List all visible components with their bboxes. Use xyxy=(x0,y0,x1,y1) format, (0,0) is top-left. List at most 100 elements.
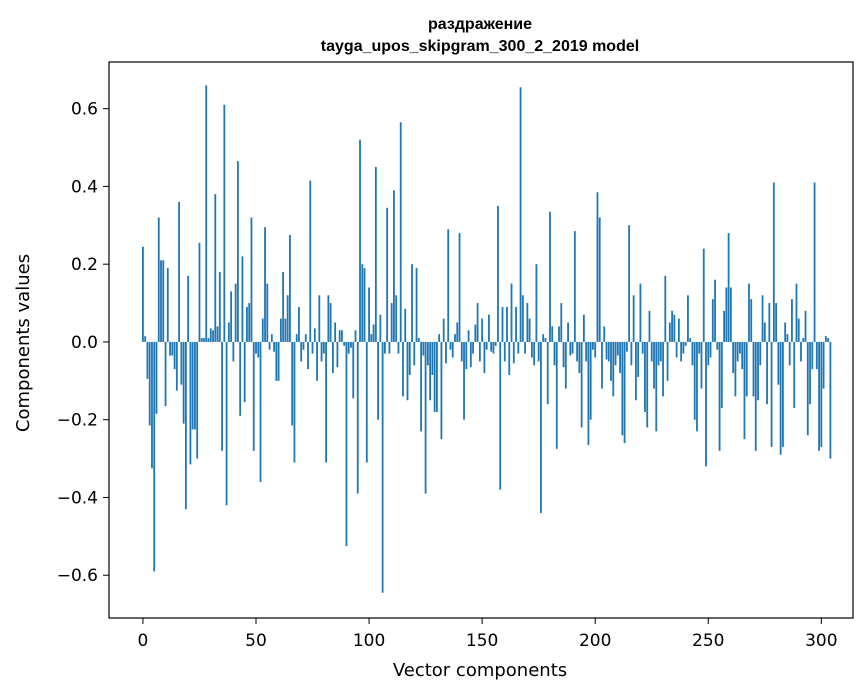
bar-86 xyxy=(336,341,339,368)
bar-177 xyxy=(542,334,545,342)
bar-164 xyxy=(512,341,515,364)
bar-218 xyxy=(635,341,637,401)
bar-63 xyxy=(284,318,287,342)
bar-75 xyxy=(311,341,314,354)
bar-128 xyxy=(431,341,434,375)
bar-187 xyxy=(564,341,567,389)
bar-73 xyxy=(307,341,309,370)
bar-278 xyxy=(770,341,773,447)
bar-129 xyxy=(433,341,436,412)
bar-277 xyxy=(768,303,771,342)
bar-76 xyxy=(313,328,316,342)
bar-159 xyxy=(501,306,504,342)
y-tick-label-0: −0.6 xyxy=(57,566,98,586)
bar-201 xyxy=(596,192,599,342)
bar-115 xyxy=(402,341,404,397)
bar-111 xyxy=(393,190,395,342)
bar-238 xyxy=(680,341,683,362)
bar-185 xyxy=(560,303,563,342)
bar-294 xyxy=(806,341,809,436)
bar-248 xyxy=(702,248,705,342)
bar-180 xyxy=(549,211,551,342)
bar-256 xyxy=(720,341,723,409)
bar-188 xyxy=(567,322,569,342)
bar-56 xyxy=(268,341,271,350)
bar-202 xyxy=(598,217,601,342)
bar-127 xyxy=(429,341,432,401)
bar-212 xyxy=(621,341,624,436)
bar-109 xyxy=(388,341,391,354)
bar-136 xyxy=(449,341,452,350)
bar-198 xyxy=(589,341,592,420)
bar-232 xyxy=(666,341,669,381)
bar-179 xyxy=(546,341,549,405)
bar-158 xyxy=(499,341,502,490)
bar-149 xyxy=(478,341,481,362)
bar-261 xyxy=(732,341,735,374)
bar-280 xyxy=(775,303,778,342)
bar-240 xyxy=(684,341,687,346)
bar-7 xyxy=(157,217,160,342)
bar-29 xyxy=(207,338,210,342)
bar-288 xyxy=(793,341,796,409)
bar-200 xyxy=(594,341,597,358)
bar-80 xyxy=(322,341,325,354)
x-tick-label-100: 100 xyxy=(353,631,385,651)
bar-255 xyxy=(718,341,721,451)
bar-134 xyxy=(445,341,447,364)
bar-284 xyxy=(784,322,787,342)
bar-229 xyxy=(659,341,662,362)
bar-144 xyxy=(467,330,470,342)
bar-249 xyxy=(705,341,707,467)
bar-98 xyxy=(363,268,366,342)
bar-162 xyxy=(508,341,511,375)
bar-245 xyxy=(696,341,698,432)
bar-299 xyxy=(818,341,820,451)
x-tick-label-200: 200 xyxy=(579,631,611,651)
chart-title: раздражение xyxy=(428,16,532,33)
bar-143 xyxy=(465,341,468,370)
bar-273 xyxy=(759,341,762,366)
bar-258 xyxy=(725,287,728,342)
bar-83 xyxy=(329,303,332,342)
bar-244 xyxy=(693,341,696,420)
bar-281 xyxy=(777,341,780,385)
bar-57 xyxy=(270,334,273,342)
bar-1 xyxy=(144,336,147,342)
bar-254 xyxy=(716,341,719,350)
bar-92 xyxy=(350,341,352,348)
x-tick-label-50: 50 xyxy=(245,631,267,651)
bar-207 xyxy=(610,341,612,381)
bar-15 xyxy=(175,341,178,391)
bar-122 xyxy=(417,338,420,342)
y-tick-label-2: −0.2 xyxy=(57,411,98,431)
bar-289 xyxy=(795,283,798,342)
bar-2 xyxy=(146,341,149,379)
bar-88 xyxy=(341,330,343,342)
bar-285 xyxy=(786,334,789,342)
bar-290 xyxy=(797,318,800,342)
plot-frame xyxy=(108,61,854,619)
bar-168 xyxy=(521,295,524,342)
bar-279 xyxy=(772,182,775,342)
bar-197 xyxy=(587,341,590,445)
bar-55 xyxy=(266,283,269,342)
bar-99 xyxy=(365,341,368,463)
bar-215 xyxy=(628,225,631,342)
bar-60 xyxy=(277,341,280,381)
bar-91 xyxy=(347,341,350,354)
bar-107 xyxy=(383,341,386,354)
bar-36 xyxy=(223,104,226,342)
bar-169 xyxy=(524,341,526,354)
bar-3 xyxy=(148,341,151,426)
bar-195 xyxy=(582,314,585,342)
bar-106 xyxy=(381,341,384,593)
bar-291 xyxy=(800,341,802,362)
bar-274 xyxy=(761,295,764,342)
bar-31 xyxy=(212,330,214,342)
bar-25 xyxy=(198,242,201,342)
bar-133 xyxy=(442,318,445,342)
bar-295 xyxy=(809,341,811,405)
bar-45 xyxy=(243,341,246,403)
bar-213 xyxy=(623,341,626,444)
